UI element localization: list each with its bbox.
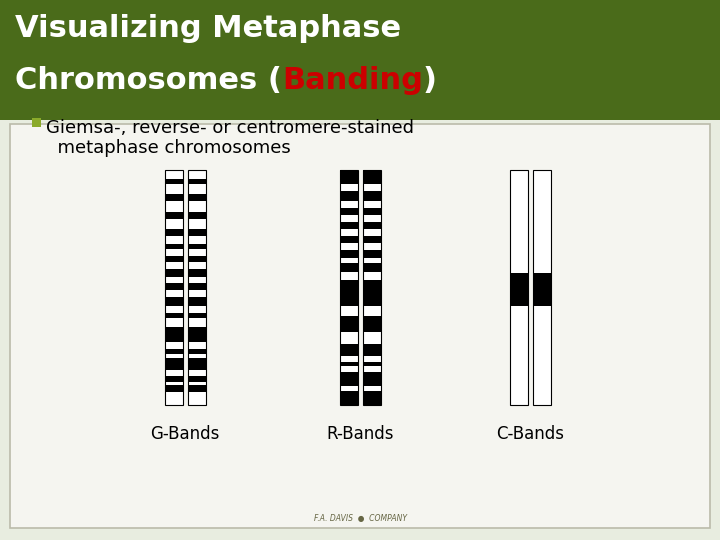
Bar [362,391,380,405]
Bar [164,269,182,272]
Bar [340,170,358,184]
Bar [533,170,551,405]
Bar [187,358,205,370]
Bar [510,273,528,306]
Bar [362,222,380,229]
Bar [164,179,182,184]
Bar [362,378,380,383]
Bar [340,191,358,200]
Bar [187,385,205,392]
Bar [340,294,358,306]
Bar [533,273,551,306]
Text: F.A. DAVIS  ●  COMPANY: F.A. DAVIS ● COMPANY [313,514,407,523]
Bar [340,361,358,366]
Bar [362,280,380,294]
Text: metaphase chromosomes: metaphase chromosomes [46,139,291,157]
Bar [187,272,205,277]
Bar [362,361,380,366]
Bar [164,170,182,405]
Bar [187,244,205,249]
Text: Banding: Banding [282,66,423,95]
Text: Giemsa-, reverse- or centromere-stained: Giemsa-, reverse- or centromere-stained [46,119,414,137]
Bar [362,383,380,386]
Bar [187,327,205,342]
Bar [164,313,182,318]
Bar [164,358,182,370]
Bar [362,170,380,405]
Bar [362,191,380,200]
Bar [164,229,182,236]
Bar [164,244,182,249]
Bar [164,297,182,306]
Bar [164,272,182,277]
Bar [510,170,528,405]
Bar [187,283,205,290]
Bar [10,124,710,528]
Bar [187,229,205,236]
Bar [362,236,380,243]
Bar [340,207,358,214]
Bar [362,253,380,258]
Text: Chromosomes (: Chromosomes ( [15,66,282,95]
Bar [362,170,380,184]
Bar [340,263,358,272]
Bar [164,256,182,262]
Bar [187,297,205,306]
Text: R-Bands: R-Bands [326,425,394,443]
Bar [510,170,528,405]
Bar [362,250,380,253]
Bar [340,170,358,405]
Bar [340,391,358,405]
Bar [340,170,358,405]
Bar [0,0,720,120]
Bar [533,170,551,405]
Bar [340,344,358,356]
Bar [340,378,358,383]
Text: G-Bands: G-Bands [150,425,220,443]
Bar [164,212,182,219]
Bar [164,193,182,200]
Bar [187,170,205,405]
Bar [362,170,380,405]
Bar [362,316,380,332]
Bar [340,280,358,294]
Bar [187,179,205,184]
Text: Visualizing Metaphase: Visualizing Metaphase [15,14,401,43]
Bar [340,250,358,253]
Text: ): ) [423,66,437,95]
Bar [164,283,182,290]
Bar [164,376,182,381]
Bar [340,383,358,386]
Bar [187,170,205,405]
Bar [187,212,205,219]
Bar [164,170,182,405]
Bar [187,269,205,272]
Bar [362,372,380,378]
Bar [340,222,358,229]
Bar [340,372,358,378]
Bar [164,327,182,342]
Bar [164,349,182,354]
Bar [32,118,41,127]
Bar [164,385,182,392]
Bar [362,263,380,272]
Bar [187,256,205,262]
Bar [362,344,380,356]
Bar [187,349,205,354]
Bar [340,253,358,258]
Bar [187,376,205,381]
Bar [362,294,380,306]
Bar [340,236,358,243]
Text: C-Bands: C-Bands [496,425,564,443]
Bar [362,207,380,214]
Bar [187,193,205,200]
Bar [340,316,358,332]
Bar [187,313,205,318]
